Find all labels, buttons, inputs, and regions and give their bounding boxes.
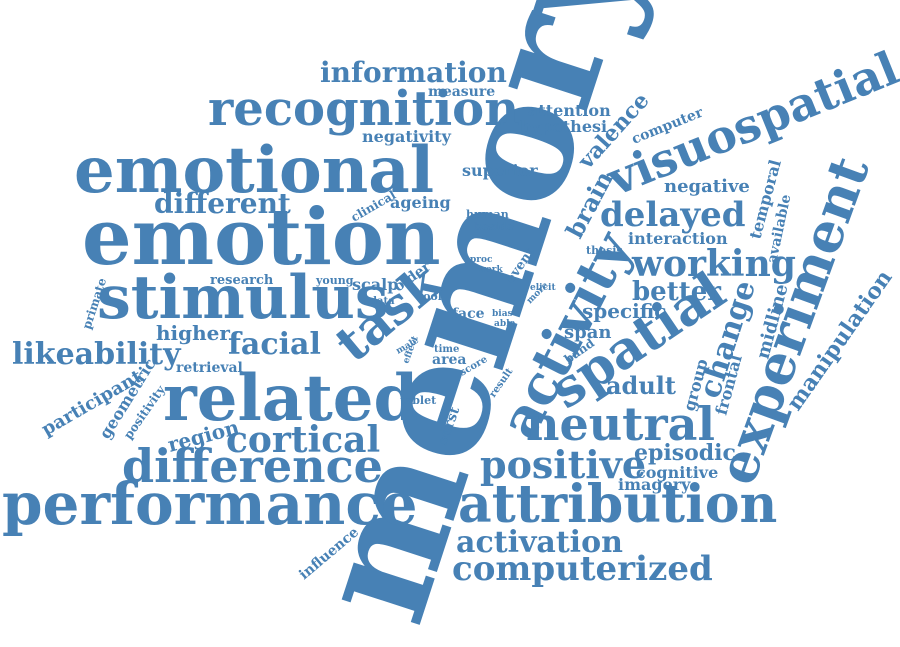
word-area: area: [432, 352, 466, 368]
word-emotional: emotional: [74, 133, 434, 208]
word-working: working: [631, 243, 796, 285]
word-beside: beside: [474, 220, 514, 233]
word-specific: specific: [582, 299, 666, 323]
word-likeability: likeability: [12, 337, 182, 372]
word-tool: tool: [418, 290, 442, 303]
word-adult: adult: [606, 371, 676, 400]
word-different: different: [154, 187, 291, 220]
word-ageing: ageing: [390, 193, 451, 212]
word-difference: difference: [122, 439, 383, 493]
word-positive: positive: [480, 442, 646, 487]
word-research: research: [210, 273, 274, 288]
word-facial: facial: [228, 327, 321, 362]
word-performance: performance: [2, 470, 418, 538]
word-activation: activation: [456, 525, 623, 560]
word-data: data: [370, 296, 395, 307]
word-span: span: [564, 322, 611, 343]
word-negative: negative: [664, 176, 750, 197]
word-proc: proc: [470, 255, 493, 265]
word-negativity: negativity: [362, 127, 452, 146]
word-interaction: interaction: [628, 229, 728, 248]
word-related: related: [163, 361, 418, 436]
word-episodic: episodic: [634, 440, 736, 466]
word-face: face: [452, 306, 485, 322]
word-emotion: emotion: [82, 192, 441, 283]
word-young: young: [315, 274, 354, 287]
word-hypothesi: hypothesi: [520, 117, 607, 136]
word-imagery: imagery: [618, 475, 691, 494]
word-scalp: scalp: [352, 275, 398, 294]
word-computerized: computerized: [452, 549, 713, 589]
word-time: time: [434, 344, 459, 355]
word-superior: superior: [462, 161, 538, 180]
word-elicit: elicit: [530, 283, 556, 293]
word-human: human: [466, 208, 509, 221]
word-tablet: tablet: [400, 394, 437, 407]
word-better: better: [632, 277, 721, 307]
word-recognition: recognition: [208, 81, 519, 137]
word-attention: attention: [528, 101, 611, 120]
word-stimulus: stimulus: [97, 263, 389, 333]
word-bias: bias: [492, 309, 513, 319]
word-higher: higher: [156, 321, 230, 345]
word-cognitive: cognitive: [636, 463, 718, 482]
word-work: work: [477, 265, 503, 275]
word-cortical: cortical: [226, 419, 380, 461]
word-retrieval: retrieval: [176, 360, 243, 376]
word-thesis: thesis: [586, 244, 623, 257]
word-measure: measure: [428, 84, 495, 100]
word-able: able: [494, 319, 516, 329]
word-attribution: attribution: [458, 474, 777, 535]
word-neutral: neutral: [526, 397, 715, 451]
word-information: information: [320, 56, 507, 89]
word-delayed: delayed: [600, 195, 746, 235]
